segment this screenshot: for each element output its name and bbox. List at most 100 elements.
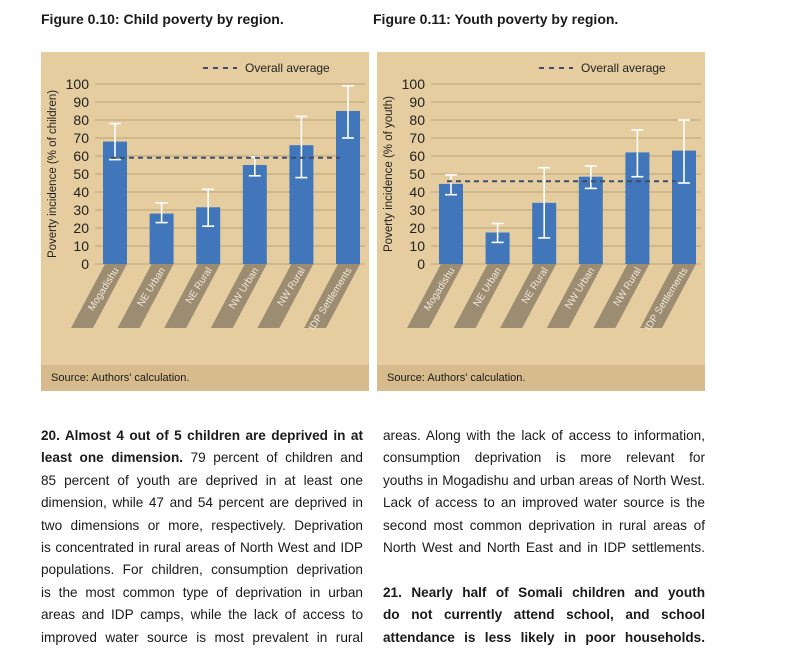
y-tick-label: 30 xyxy=(409,202,425,218)
child-poverty-chart: Source: Authors' calculation. 0 10 20 30 40 5… xyxy=(41,52,369,391)
y-tick-label: 90 xyxy=(73,94,89,110)
text-line: youths in Mogadishu and urban areas of N… xyxy=(383,470,705,492)
category-band xyxy=(453,264,510,328)
figure-title-youth: Figure 0.11: Youth poverty by region. xyxy=(373,11,619,27)
y-tick-label: 40 xyxy=(73,184,89,200)
category-band xyxy=(593,264,650,328)
legend-label: Overall average xyxy=(245,61,330,75)
bold-lead: 20. Almost 4 out of 5 children are depri… xyxy=(41,428,363,443)
y-tick-label: 20 xyxy=(73,220,89,236)
text-line: North West and North East and in IDP set… xyxy=(383,537,705,559)
y-axis-label: Poverty incidence (% of youth) xyxy=(383,96,395,252)
y-tick-label: 100 xyxy=(66,76,90,92)
error-bar xyxy=(491,222,504,244)
text-line: consumption deprivation is more relevant… xyxy=(383,447,705,469)
text-span: 79 percent of children and xyxy=(183,450,363,466)
youth-poverty-chart: Source: Authors' calculation. 0 10 20 30 40 5… xyxy=(377,52,705,391)
text-line: second most common deprivation in rural … xyxy=(383,515,705,537)
x-tick-label: IDP Settlements xyxy=(307,266,355,333)
y-tick-label: 10 xyxy=(73,238,89,254)
text-line: areas and IDP camps, while the lack of a… xyxy=(41,604,363,626)
text-line: improved water source is most prevalent … xyxy=(41,627,363,649)
error-bar xyxy=(202,188,215,227)
category-band xyxy=(500,264,557,328)
y-tick-label: 50 xyxy=(73,166,89,182)
category-band xyxy=(71,264,127,328)
chart-svg: 0 10 20 30 40 50 60 70 80 90 100 Poverty incidence … xyxy=(47,61,365,333)
error-bar xyxy=(295,115,308,179)
error-bar xyxy=(631,129,644,178)
chart-source: Source: Authors' calculation. xyxy=(377,365,705,391)
category-band xyxy=(117,264,174,328)
category-band xyxy=(304,264,360,328)
chart-svg: 0 10 20 30 40 50 60 70 80 90 100 Poverty incidence … xyxy=(383,61,701,333)
text-line: attendance is less likely in poor househ… xyxy=(383,627,705,649)
y-tick-label: 60 xyxy=(409,148,425,164)
y-tick-label: 0 xyxy=(417,256,425,272)
y-tick-label: 30 xyxy=(73,202,89,218)
text-line: 85 percent of youth are deprived in at l… xyxy=(41,470,363,492)
text-line: 20. Almost 4 out of 5 children are depri… xyxy=(41,425,363,447)
paragraph-continuation-21: areas. Along with the lack of access to … xyxy=(383,425,705,649)
x-tick-label: IDP Settlements xyxy=(643,266,691,333)
text-line: is concentrated in rural areas of North … xyxy=(41,537,363,559)
y-tick-label: 80 xyxy=(73,112,89,128)
bar-mogadishu xyxy=(439,183,463,264)
category-band xyxy=(640,264,696,328)
error-bar xyxy=(342,84,354,139)
figure-title-child: Figure 0.10: Child poverty by region. xyxy=(41,11,284,27)
text-line: is the most common type of deprivation i… xyxy=(41,582,363,604)
text-line: least one dimension. 79 percent of child… xyxy=(41,447,363,469)
y-tick-label: 50 xyxy=(409,166,425,182)
text-span: North West and North East and in IDP set… xyxy=(383,539,705,555)
text-span: two dimensions or more, respectively. De… xyxy=(41,517,363,533)
category-band xyxy=(164,264,221,328)
text-line: two dimensions or more, respectively. De… xyxy=(41,515,363,537)
category-band xyxy=(407,264,463,328)
y-tick-label: 40 xyxy=(409,184,425,200)
category-band xyxy=(546,264,603,328)
text-line: populations. For children, consumption d… xyxy=(41,559,363,581)
error-bar xyxy=(584,165,597,190)
y-tick-label: 80 xyxy=(409,112,425,128)
y-tick-label: 20 xyxy=(409,220,425,236)
bar-mogadishu xyxy=(103,141,127,264)
y-tick-label: 60 xyxy=(73,148,89,164)
text-span: dimension, while 47 and 54 percent are d… xyxy=(41,495,363,511)
y-axis-label: Poverty incidence (% of children) xyxy=(47,90,59,258)
text-span: is the most common type of deprivation i… xyxy=(41,584,363,600)
bar-nw-urban xyxy=(578,176,603,264)
text-span: is concentrated in rural areas of North … xyxy=(41,539,363,555)
text-span: populations. For children, consumption d… xyxy=(41,562,363,578)
text-span: youths in Mogadishu and urban areas of N… xyxy=(383,472,705,488)
text-line: do not currently attend school, and scho… xyxy=(383,604,705,626)
text-line: dimension, while 47 and 54 percent are d… xyxy=(41,492,363,514)
y-tick-label: 10 xyxy=(409,238,425,254)
error-bar xyxy=(538,166,551,239)
paragraph-20: 20. Almost 4 out of 5 children are depri… xyxy=(41,425,363,649)
error-bar xyxy=(445,174,457,196)
bold-lead: 21. Nearly half of Somali children and y… xyxy=(383,584,705,600)
y-tick-label: 90 xyxy=(409,94,425,110)
y-tick-label: 0 xyxy=(81,256,89,272)
error-bar xyxy=(678,119,690,184)
y-tick-label: 100 xyxy=(402,76,426,92)
error-bar xyxy=(109,122,121,161)
text-line: areas. Along with the lack of access to … xyxy=(383,425,705,447)
y-tick-label: 70 xyxy=(409,130,425,146)
text-span: 85 percent of youth are deprived in at l… xyxy=(41,472,363,488)
text-span: areas and IDP camps, while the lack of a… xyxy=(41,607,363,623)
error-bar xyxy=(155,202,168,224)
text-span: consumption deprivation is more relevant… xyxy=(383,450,705,466)
y-tick-label: 70 xyxy=(73,130,89,146)
category-band xyxy=(257,264,314,328)
text-line: Lack of access to an improved water sour… xyxy=(383,492,705,514)
category-band xyxy=(210,264,267,328)
text-span: second most common deprivation in rural … xyxy=(383,517,705,533)
bar-nw-urban xyxy=(242,165,267,264)
chart-source: Source: Authors' calculation. xyxy=(41,365,369,391)
text-span: areas. Along with the lack of access to … xyxy=(383,428,705,443)
bold-lead: least one dimension. xyxy=(41,450,184,466)
bold-lead: do not currently attend school, and scho… xyxy=(383,607,705,623)
legend-label: Overall average xyxy=(581,61,666,75)
